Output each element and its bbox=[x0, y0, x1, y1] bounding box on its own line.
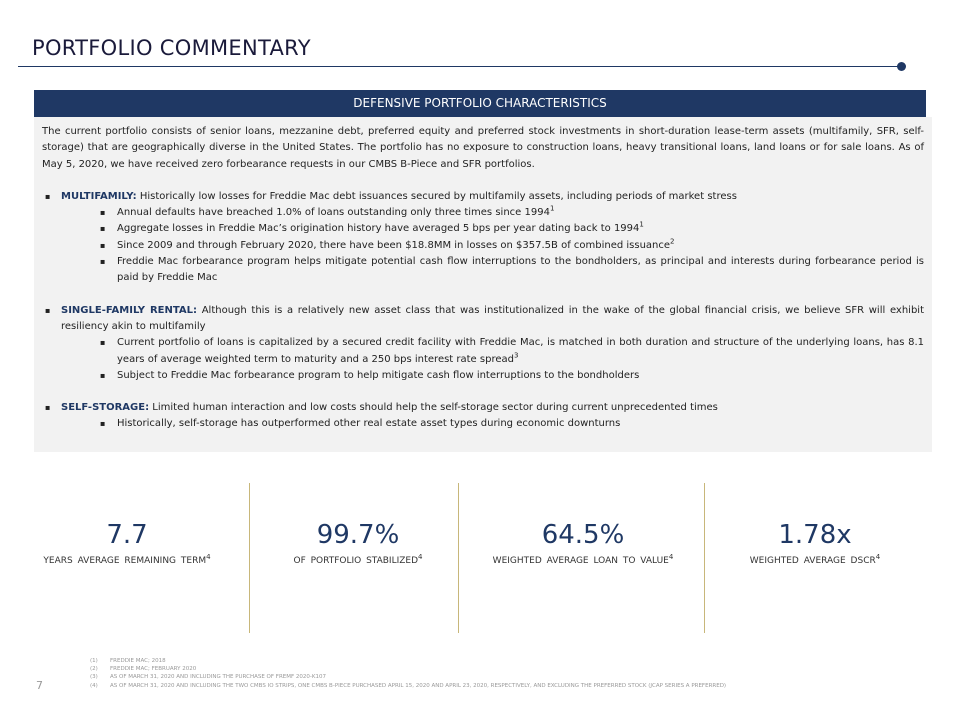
stat-value: 99.7% bbox=[316, 520, 400, 550]
stat-label: WEIGHTED AVERAGE LOAN TO VALUE4 bbox=[468, 553, 698, 567]
footnotes: (1) FREDDIE MAC; 2018 (2) FREDDIE MAC; FEBR… bbox=[90, 657, 726, 690]
bullet: Current portfolio of loans is capitalize… bbox=[42, 335, 924, 368]
stat-label-text: OF PORTFOLIO STABILIZED bbox=[293, 556, 419, 566]
bullet-text: Since 2009 and through February 2020, th… bbox=[117, 239, 671, 251]
stat: 1.78x WEIGHTED AVERAGE DSCR4 bbox=[700, 520, 930, 566]
bullet: Subject to Freddie Mac forbearance progr… bbox=[42, 368, 924, 385]
footnote-ref: 4 bbox=[418, 553, 423, 561]
stat: 64.5% WEIGHTED AVERAGE LOAN TO VALUE4 bbox=[468, 520, 698, 566]
footnote-number: (2) bbox=[90, 666, 98, 673]
footnote-ref: 2 bbox=[670, 237, 675, 246]
stat: 99.7% OF PORTFOLIO STABILIZED4 bbox=[243, 520, 473, 566]
bullet: Since 2009 and through February 2020, th… bbox=[42, 237, 924, 255]
panel-title: DEFENSIVE PORTFOLIO CHARACTERISTICS bbox=[34, 90, 926, 117]
divider bbox=[249, 483, 250, 633]
section-label: MULTIFAMILY: bbox=[61, 190, 137, 202]
section-line: MULTIFAMILY: Historically low losses for… bbox=[42, 189, 924, 206]
footnote-number: (1) bbox=[90, 658, 98, 664]
section-text: Although this is a relatively new asset … bbox=[61, 304, 925, 332]
bullet: Aggregate losses in Freddie Mac’s origin… bbox=[42, 221, 924, 238]
stat-label-text: WEIGHTED AVERAGE LOAN TO VALUE bbox=[492, 556, 669, 566]
bullet-text: Current portfolio of loans is capitalize… bbox=[117, 337, 924, 365]
stat-label: OF PORTFOLIO STABILIZED4 bbox=[243, 553, 473, 567]
section-label: SINGLE-FAMILY RENTAL: bbox=[61, 304, 198, 316]
stat-value: 64.5% bbox=[541, 520, 625, 550]
page-number: 7 bbox=[36, 679, 43, 692]
footnote: (1) FREDDIE MAC; 2018 bbox=[90, 657, 726, 665]
footnote-number: (3) bbox=[90, 674, 98, 681]
footnote-text: FREDDIE MAC; FEBRUARY 2020 bbox=[110, 666, 197, 673]
footnote: (4) AS OF MARCH 31, 2020 AND INCLUDING TH… bbox=[90, 682, 726, 690]
divider bbox=[704, 483, 705, 633]
rule-dot bbox=[897, 62, 906, 71]
section-label: SELF-STORAGE: bbox=[61, 402, 150, 414]
stat-value: 7.7 bbox=[106, 520, 148, 550]
footnote-ref: 4 bbox=[875, 553, 881, 561]
footnote-number: (4) bbox=[90, 682, 98, 689]
bullet-text: Historically, self-storage has outperfor… bbox=[117, 418, 621, 430]
footnote-ref: 3 bbox=[513, 351, 519, 360]
footnote-ref: 4 bbox=[668, 553, 674, 561]
bullet-text: Aggregate losses in Freddie Mac’s origin… bbox=[117, 223, 640, 235]
stat-label-text: WEIGHTED AVERAGE DSCR bbox=[749, 556, 876, 566]
footnote-text: FREDDIE MAC; 2018 bbox=[110, 658, 166, 664]
bullet-text: Freddie Mac forbearance program helps mi… bbox=[117, 256, 924, 284]
bullet-text: Subject to Freddie Mac forbearance progr… bbox=[117, 369, 640, 381]
section-text: Limited human interaction and low costs … bbox=[152, 402, 718, 414]
stat-label: YEARS AVERAGE REMAINING TERM4 bbox=[12, 553, 242, 567]
stat: 7.7 YEARS AVERAGE REMAINING TERM4 bbox=[12, 520, 242, 566]
stat-label-text: YEARS AVERAGE REMAINING TERM bbox=[43, 556, 207, 566]
stat-value: 1.78x bbox=[778, 520, 852, 550]
footnote-ref: 1 bbox=[549, 204, 555, 213]
bullet: Freddie Mac forbearance program helps mi… bbox=[42, 254, 924, 287]
footnote-ref: 4 bbox=[206, 553, 211, 561]
bullet-text: Annual defaults have breached 1.0% of lo… bbox=[117, 207, 550, 219]
title: PORTFOLIO COMMENTARY bbox=[32, 36, 311, 60]
footnote-text: AS OF MARCH 31, 2020 AND INCLUDING THE T… bbox=[110, 682, 727, 689]
footnote: (2) FREDDIE MAC; FEBRUARY 2020 bbox=[90, 665, 726, 673]
divider bbox=[458, 483, 459, 633]
bullet: Annual defaults have breached 1.0% of lo… bbox=[42, 204, 924, 222]
footnote-text: AS OF MARCH 31, 2020 AND INCLUDING THE P… bbox=[110, 674, 327, 681]
footnote-ref: 1 bbox=[639, 221, 644, 230]
footnote: (3) AS OF MARCH 31, 2020 AND INCLUDING TH… bbox=[90, 673, 726, 681]
panel-body: The current portfolio consists of senior… bbox=[34, 117, 932, 452]
section: SINGLE-FAMILY RENTAL: Although this is a… bbox=[42, 303, 924, 385]
section-text: Historically low losses for Freddie Mac … bbox=[139, 190, 737, 202]
section: MULTIFAMILY: Historically low losses for… bbox=[42, 189, 924, 287]
section-line: SINGLE-FAMILY RENTAL: Although this is a… bbox=[42, 303, 924, 336]
section: SELF-STORAGE: Limited human interaction … bbox=[42, 400, 924, 433]
rule bbox=[18, 66, 901, 67]
stat-label: WEIGHTED AVERAGE DSCR4 bbox=[700, 553, 930, 567]
section-line: SELF-STORAGE: Limited human interaction … bbox=[42, 400, 924, 417]
intro: The current portfolio consists of senior… bbox=[42, 126, 924, 170]
bullet: Historically, self-storage has outperfor… bbox=[42, 416, 924, 433]
